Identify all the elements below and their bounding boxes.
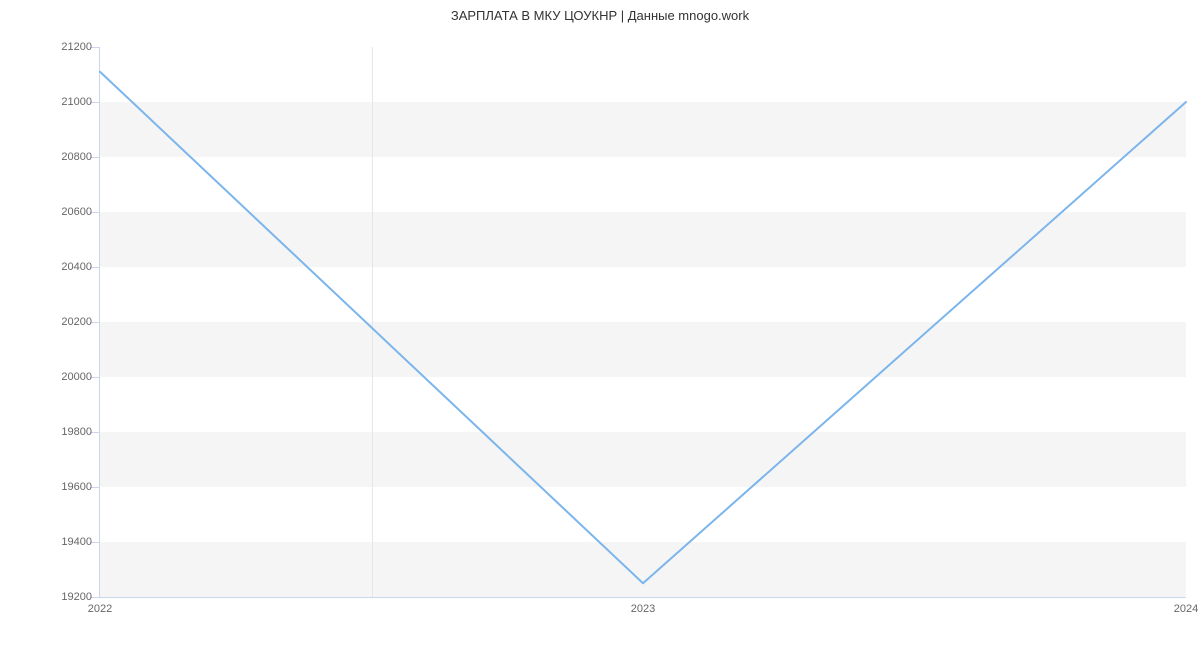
y-tick-label: 20600 [61, 206, 100, 218]
series-layer [100, 47, 1186, 597]
salary-chart: ЗАРПЛАТА В МКУ ЦОУКНР | Данные mnogo.wor… [0, 0, 1200, 650]
plot-area: 1920019400196001980020000202002040020600… [100, 47, 1186, 597]
chart-title: ЗАРПЛАТА В МКУ ЦОУКНР | Данные mnogo.wor… [0, 8, 1200, 23]
y-tick-label: 20400 [61, 261, 100, 273]
x-tick-label: 2022 [88, 597, 112, 615]
y-tick-label: 20000 [61, 371, 100, 383]
y-tick-label: 19600 [61, 481, 100, 493]
y-tick-label: 21200 [61, 41, 100, 53]
x-tick-label: 2024 [1174, 597, 1198, 615]
x-tick-label: 2023 [631, 597, 655, 615]
y-tick-label: 19400 [61, 536, 100, 548]
y-tick-label: 21000 [61, 96, 100, 108]
y-tick-label: 20800 [61, 151, 100, 163]
series-line-salary [100, 72, 1186, 584]
y-tick-label: 20200 [61, 316, 100, 328]
y-tick-label: 19800 [61, 426, 100, 438]
